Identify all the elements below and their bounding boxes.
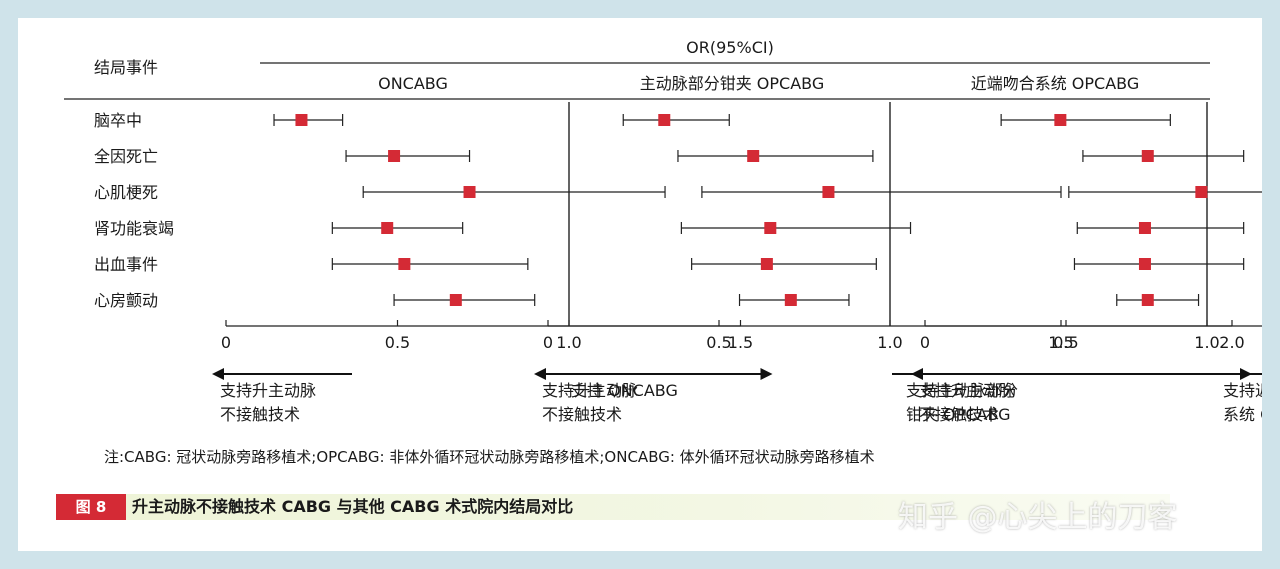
x-tick-label: 1.0 bbox=[1194, 333, 1219, 352]
x-tick-label: 1.5 bbox=[728, 333, 753, 352]
or-point bbox=[760, 258, 773, 270]
figure-frame: 结局事件 OR(95%CI) ONCABG 主动脉部分钳夹 OPCABG 近端吻合系统 … bbox=[18, 18, 1262, 551]
or-point bbox=[784, 294, 797, 306]
or-point bbox=[747, 150, 760, 162]
x-tick-label: 0 bbox=[920, 333, 930, 352]
panel-title: 近端吻合系统 OPCABG bbox=[971, 74, 1140, 93]
x-tick-label: 1.0 bbox=[556, 333, 581, 352]
figure-label: 图 8 bbox=[56, 494, 126, 520]
outcome-label: 脑卒中 bbox=[94, 111, 142, 130]
right-direction-label: 支持主动脉部分 bbox=[906, 381, 1018, 400]
outcome-label: 全因死亡 bbox=[94, 147, 158, 166]
or-point bbox=[658, 114, 671, 126]
panel-title: 主动脉部分钳夹 OPCABG bbox=[640, 74, 825, 93]
forest-plot: 结局事件 OR(95%CI) ONCABG 主动脉部分钳夹 OPCABG 近端吻合系统 … bbox=[64, 38, 1262, 424]
left-arrow-head bbox=[212, 368, 224, 380]
or-point bbox=[449, 294, 462, 306]
or-point bbox=[1138, 258, 1151, 270]
footnote: 注:CABG: 冠状动脉旁路移植术;OPCABG: 非体外循环冠状动脉旁路移植术… bbox=[104, 448, 875, 466]
or-point bbox=[381, 222, 394, 234]
or-point bbox=[1054, 114, 1067, 126]
or-point bbox=[398, 258, 411, 270]
or-point bbox=[388, 150, 401, 162]
x-tick-label: 1.5 bbox=[1048, 333, 1073, 352]
x-tick-label: 1.0 bbox=[877, 333, 902, 352]
left-direction-label: 支持升主动脉 bbox=[919, 381, 1015, 400]
x-tick-label: 0 bbox=[221, 333, 231, 352]
row-header: 结局事件 bbox=[94, 58, 158, 77]
super-header: OR(95%CI) bbox=[686, 38, 774, 57]
left-direction-label: 不接触技术 bbox=[542, 405, 622, 424]
x-tick-label: 0.5 bbox=[1053, 333, 1078, 352]
left-direction-label: 不接触技术 bbox=[919, 405, 999, 424]
left-direction-label: 支持升主动脉 bbox=[542, 381, 638, 400]
panel-title: ONCABG bbox=[378, 74, 448, 93]
left-direction-label: 不接触技术 bbox=[220, 405, 300, 424]
x-tick-label: 2.0 bbox=[1219, 333, 1244, 352]
watermark: 知乎 @心尖上的刀客 bbox=[898, 500, 1178, 535]
or-point bbox=[1141, 294, 1154, 306]
left-arrow-head bbox=[534, 368, 546, 380]
x-tick-label: 0.5 bbox=[385, 333, 410, 352]
or-point bbox=[1195, 186, 1208, 198]
x-tick-label: 0 bbox=[543, 333, 553, 352]
outcome-label: 心肌梗死 bbox=[94, 183, 158, 202]
right-arrow-head bbox=[760, 368, 773, 380]
right-direction-label: 支持 ONCABG bbox=[571, 381, 678, 400]
outcome-label: 肾功能衰竭 bbox=[94, 219, 174, 238]
or-point bbox=[463, 186, 476, 198]
left-direction-label: 支持升主动脉 bbox=[220, 381, 316, 400]
outcome-label: 出血事件 bbox=[94, 255, 158, 274]
figure-title: 升主动脉不接触技术 CABG 与其他 CABG 术式院内结局对比 bbox=[132, 497, 574, 516]
or-point bbox=[764, 222, 777, 234]
or-point bbox=[295, 114, 308, 126]
right-direction-label: 系统 OPCABG bbox=[1223, 405, 1262, 424]
right-direction-label: 钳夹 OPCABG bbox=[906, 405, 1011, 424]
or-point bbox=[1138, 222, 1151, 234]
right-direction-label: 支持近端吻合 bbox=[1223, 381, 1262, 400]
or-point bbox=[1141, 150, 1154, 162]
outcome-label: 心房颤动 bbox=[94, 291, 158, 310]
x-tick-label: 0.5 bbox=[706, 333, 731, 352]
or-point bbox=[822, 186, 835, 198]
caption-bar bbox=[56, 494, 1170, 520]
left-arrow-head bbox=[911, 368, 923, 380]
